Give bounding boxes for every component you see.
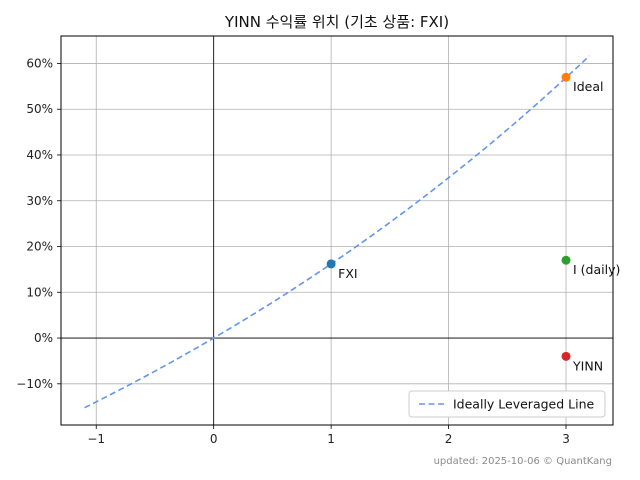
- y-tick-label: 10%: [26, 285, 53, 299]
- point-i-daily: [561, 255, 571, 265]
- ideal-leveraged-line: [84, 55, 591, 409]
- legend: Ideally Leveraged Line: [408, 390, 606, 418]
- y-tick-label: 0%: [34, 331, 53, 345]
- plot-frame: [60, 35, 614, 426]
- y-tick-label: 30%: [26, 194, 53, 208]
- point-label-fxi: FXI: [338, 266, 357, 281]
- x-tick-label: 3: [562, 432, 570, 446]
- y-tick-label: 50%: [26, 102, 53, 116]
- point-label-yinn: YINN: [572, 358, 603, 373]
- grid: [61, 36, 613, 425]
- chart-title: YINN 수익률 위치 (기초 상품: FXI): [224, 13, 449, 31]
- y-tick-label: 40%: [26, 148, 53, 162]
- axes: −1 0 1 2 3 −10% 0% 10% 20% 30% 40% 50% 60%: [16, 35, 614, 446]
- footer-credit: updated: 2025-10-06 © QuantKang: [434, 456, 612, 467]
- y-tick-label: 60%: [26, 56, 53, 70]
- y-tick-label: 20%: [26, 240, 53, 254]
- points-layer: FXI Ideal I (daily) YINN: [326, 72, 620, 373]
- series-layer: [84, 55, 591, 409]
- y-tick-label: −10%: [16, 377, 53, 391]
- point-ideal: [561, 72, 571, 82]
- x-tick-label: 1: [327, 432, 335, 446]
- point-label-ideal: Ideal: [573, 79, 603, 94]
- x-tick-label: −1: [87, 432, 105, 446]
- x-tick-label: 0: [210, 432, 218, 446]
- point-fxi: [326, 259, 336, 269]
- legend-label: Ideally Leveraged Line: [453, 397, 595, 412]
- point-label-i-daily: I (daily): [573, 262, 620, 277]
- point-yinn: [561, 351, 571, 361]
- legend-box: [408, 390, 606, 418]
- x-tick-label: 2: [445, 432, 453, 446]
